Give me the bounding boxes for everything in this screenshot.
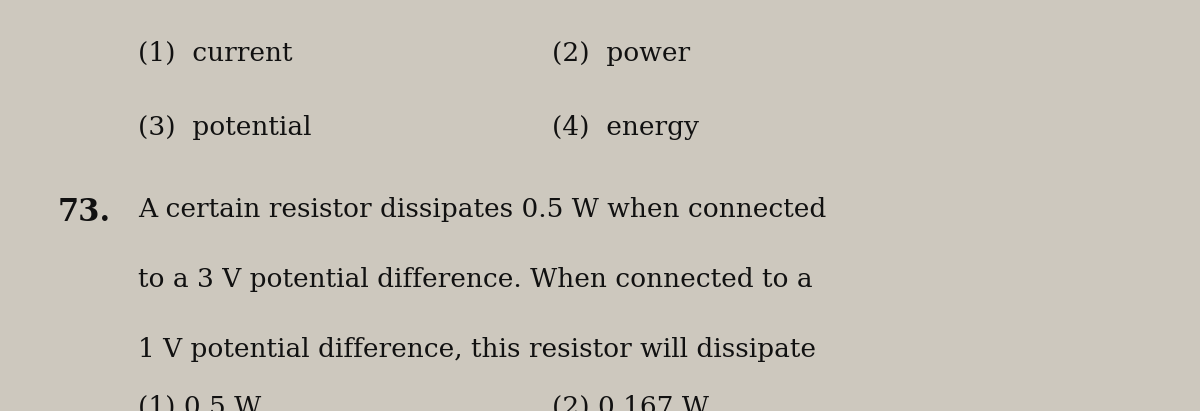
Text: (3)  potential: (3) potential bbox=[138, 115, 312, 140]
Text: 73.: 73. bbox=[58, 197, 110, 228]
Text: (1)  current: (1) current bbox=[138, 41, 293, 66]
Text: A certain resistor dissipates 0.5 W when connected: A certain resistor dissipates 0.5 W when… bbox=[138, 197, 827, 222]
Text: (2) 0.167 W: (2) 0.167 W bbox=[552, 395, 709, 411]
Text: (2)  power: (2) power bbox=[552, 41, 690, 66]
Text: to a 3 V potential difference. When connected to a: to a 3 V potential difference. When conn… bbox=[138, 267, 812, 292]
Text: (4)  energy: (4) energy bbox=[552, 115, 698, 140]
Text: (1) 0.5 W: (1) 0.5 W bbox=[138, 395, 262, 411]
Text: 1 V potential difference, this resistor will dissipate: 1 V potential difference, this resistor … bbox=[138, 337, 816, 362]
